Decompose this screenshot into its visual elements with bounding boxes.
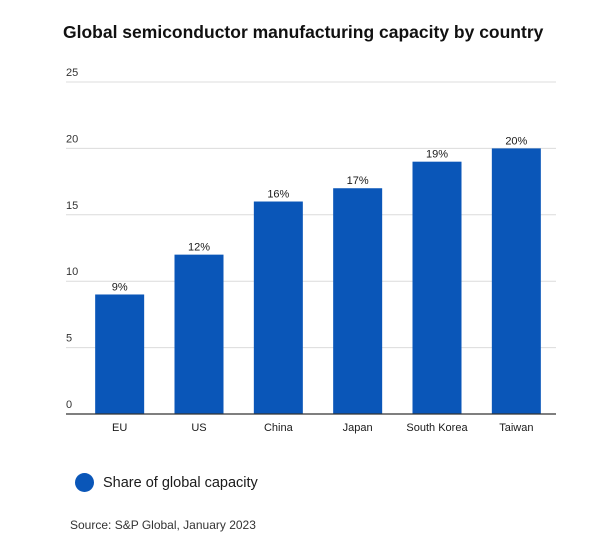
data-label: 20% (505, 135, 527, 147)
y-tick-label: 15 (66, 200, 78, 212)
x-tick-label: South Korea (406, 422, 468, 434)
data-label: 9% (112, 281, 128, 293)
data-label: 12% (188, 242, 210, 254)
chart-legend: Share of global capacity (75, 473, 258, 492)
y-tick-label: 20 (66, 133, 78, 145)
bar (491, 148, 541, 414)
data-label: 19% (426, 149, 448, 161)
source-note: Source: S&P Global, January 2023 (70, 518, 256, 532)
data-label: 16% (267, 189, 289, 201)
y-tick-label: 10 (66, 266, 78, 278)
bar (253, 201, 303, 414)
y-tick-label: 25 (66, 67, 78, 79)
y-tick-label: 5 (66, 333, 72, 345)
bar (333, 188, 383, 414)
chart-title: Global semiconductor manufacturing capac… (63, 22, 544, 42)
y-tick-label: 0 (66, 399, 72, 411)
x-tick-label: Taiwan (499, 422, 533, 434)
data-label: 17% (347, 175, 369, 187)
x-tick-label: US (191, 422, 206, 434)
x-tick-label: EU (112, 422, 127, 434)
bar (174, 254, 224, 414)
legend-swatch (75, 473, 94, 492)
bar (95, 294, 145, 414)
x-tick-label: Japan (343, 422, 373, 434)
x-tick-label: China (264, 422, 294, 434)
legend-label: Share of global capacity (103, 474, 258, 491)
bar (412, 161, 462, 414)
